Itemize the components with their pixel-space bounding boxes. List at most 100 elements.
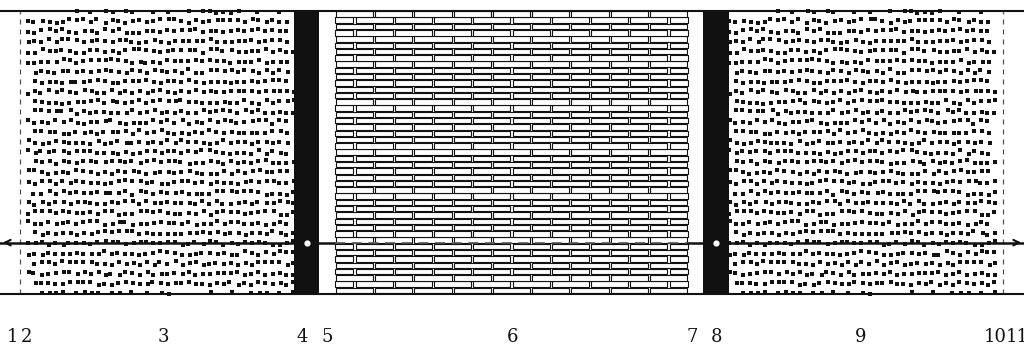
- Point: [987, 159, 1004, 165]
- Point: [867, 231, 884, 237]
- Point: [790, 16, 806, 22]
- Point: [797, 90, 813, 96]
- Point: [840, 239, 856, 245]
- Bar: [591, 156, 628, 161]
- Point: [974, 168, 990, 173]
- Point: [903, 101, 920, 106]
- Point: [188, 38, 205, 43]
- Bar: [532, 87, 569, 92]
- Bar: [415, 212, 452, 218]
- Point: [883, 161, 899, 167]
- Point: [180, 110, 197, 116]
- Point: [797, 281, 813, 287]
- Bar: [415, 112, 452, 117]
- Point: [62, 89, 79, 95]
- Point: [945, 141, 962, 147]
- Point: [729, 150, 745, 156]
- Point: [785, 231, 802, 236]
- Point: [916, 161, 933, 166]
- Point: [979, 78, 995, 84]
- Bar: [375, 61, 413, 67]
- Bar: [631, 105, 668, 111]
- Point: [896, 160, 912, 166]
- Point: [981, 262, 997, 267]
- Point: [209, 100, 225, 106]
- Point: [167, 200, 183, 206]
- Point: [812, 260, 828, 265]
- Point: [762, 219, 778, 225]
- Point: [924, 100, 940, 106]
- Point: [806, 150, 822, 155]
- Point: [897, 140, 913, 145]
- Bar: [513, 168, 550, 174]
- Point: [799, 78, 815, 83]
- Point: [925, 209, 941, 215]
- Point: [118, 101, 134, 106]
- Point: [825, 228, 842, 234]
- Point: [174, 117, 190, 123]
- Point: [203, 159, 219, 164]
- Point: [201, 201, 217, 207]
- Point: [244, 37, 260, 42]
- Point: [223, 10, 240, 15]
- Point: [882, 99, 898, 105]
- Point: [938, 97, 954, 103]
- Point: [819, 279, 836, 285]
- Point: [160, 281, 176, 286]
- Bar: [532, 287, 569, 293]
- Point: [974, 37, 990, 42]
- Point: [987, 97, 1004, 103]
- Point: [860, 109, 877, 115]
- Point: [90, 290, 106, 296]
- Point: [89, 47, 105, 53]
- Bar: [12, 11, 28, 294]
- Point: [874, 169, 891, 175]
- Point: [742, 37, 759, 42]
- Point: [938, 280, 954, 286]
- Point: [285, 249, 301, 255]
- Bar: [552, 18, 589, 23]
- Point: [131, 127, 147, 133]
- Point: [139, 180, 156, 186]
- Point: [722, 137, 738, 143]
- Point: [34, 119, 50, 125]
- Point: [53, 47, 70, 53]
- Point: [846, 139, 862, 145]
- Point: [154, 110, 170, 116]
- Point: [279, 168, 295, 173]
- Point: [250, 139, 266, 145]
- Point: [221, 108, 238, 114]
- Point: [202, 9, 218, 14]
- Point: [263, 228, 280, 234]
- Point: [54, 101, 71, 106]
- Point: [874, 19, 891, 24]
- Point: [820, 30, 837, 35]
- Point: [861, 231, 878, 237]
- Bar: [415, 237, 452, 243]
- Point: [742, 158, 759, 164]
- Point: [181, 279, 198, 285]
- Point: [769, 168, 785, 173]
- Point: [280, 262, 296, 267]
- Point: [33, 68, 49, 73]
- Point: [144, 28, 161, 34]
- Point: [784, 129, 801, 135]
- Point: [721, 211, 737, 217]
- Point: [777, 79, 794, 85]
- Bar: [650, 174, 687, 180]
- Point: [279, 282, 295, 288]
- Point: [755, 47, 771, 53]
- Point: [28, 70, 44, 76]
- Point: [734, 59, 751, 65]
- Point: [945, 241, 962, 246]
- Point: [918, 39, 934, 44]
- Point: [56, 199, 73, 205]
- Bar: [552, 231, 589, 237]
- Point: [735, 169, 752, 175]
- Point: [263, 121, 280, 127]
- Point: [959, 88, 976, 94]
- Point: [722, 268, 738, 274]
- Bar: [0, 11, 12, 294]
- Point: [144, 272, 161, 278]
- Point: [749, 170, 765, 176]
